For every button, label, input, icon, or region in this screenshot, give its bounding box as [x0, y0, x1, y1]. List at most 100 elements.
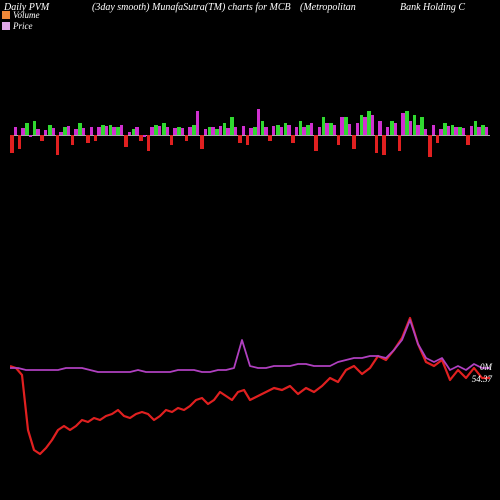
chart-legend: Volume Price: [2, 10, 40, 32]
price-bar: [74, 129, 78, 135]
price-bar: [128, 132, 132, 135]
title-smoothing: (3day smooth) MunafaSutra(TM) charts for…: [92, 2, 291, 13]
price-bar: [454, 127, 458, 135]
price-bar: [462, 128, 466, 135]
price-bar: [204, 129, 208, 135]
price-bar: [112, 127, 116, 135]
line-chart-panel: 0M 54.37: [10, 300, 490, 460]
price-bar: [318, 127, 322, 135]
price-bar: [105, 126, 109, 135]
price-bar: [477, 127, 481, 135]
volume-bar: [238, 135, 242, 143]
price-bar: [401, 113, 405, 135]
price-bar: [470, 126, 474, 135]
volume-bar: [147, 135, 151, 151]
price-bar: [264, 127, 268, 135]
title-company-2: Bank Holding C: [400, 2, 465, 13]
price-bar: [36, 129, 40, 135]
price-axis-label: 54.37: [472, 374, 492, 384]
price-bar: [371, 115, 375, 135]
volume-bar: [40, 135, 44, 141]
price-bar: [135, 127, 139, 135]
price-bar: [158, 126, 162, 135]
price-bar: [310, 123, 314, 135]
price-bar: [333, 125, 337, 135]
legend-volume-swatch: [2, 11, 10, 19]
volume-bar: [382, 135, 386, 155]
price-bar: [287, 125, 291, 135]
price-bar: [409, 121, 413, 135]
volume-bar: [10, 135, 14, 153]
price-bar: [272, 126, 276, 135]
price-bar: [67, 126, 71, 135]
price-bar: [143, 135, 147, 137]
volume-bar: [466, 135, 470, 145]
price-bar: [432, 125, 436, 135]
price-bar: [378, 121, 382, 135]
price-bar: [59, 132, 63, 135]
volume-bar: [56, 135, 60, 155]
chart-container: Daily PVM (3day smooth) MunafaSutra(TM) …: [0, 0, 500, 500]
price-bar: [181, 128, 185, 135]
price-bar: [340, 117, 344, 135]
volume-bar: [170, 135, 174, 145]
volume-bar: [185, 135, 189, 141]
volume-axis-label: 0M: [480, 362, 492, 372]
price-bar: [485, 127, 489, 135]
bar-baseline: [10, 135, 490, 136]
volume-bar: [337, 135, 341, 145]
volume-bar: [71, 135, 75, 145]
price-bar: [234, 127, 238, 135]
price-bar: [14, 127, 18, 135]
price-bar: [90, 127, 94, 135]
volume-bar: [25, 123, 29, 135]
volume-bar: [291, 135, 295, 143]
legend-price-label: Price: [13, 21, 33, 31]
volume-bar: [18, 135, 22, 149]
price-bar: [242, 126, 246, 135]
price-bar: [150, 127, 154, 135]
volume-bar: [436, 135, 440, 143]
volume-bar: [124, 135, 128, 147]
price-bar: [386, 127, 390, 135]
price-bar: [188, 127, 192, 135]
title-company-1: (Metropolitan: [300, 2, 356, 13]
price-bar: [21, 128, 25, 135]
price-bar: [325, 123, 329, 135]
price-line: [10, 318, 490, 454]
line-svg: [10, 300, 490, 460]
volume-bar: [375, 135, 379, 153]
price-bar: [82, 128, 86, 135]
price-bar: [363, 117, 367, 135]
price-bar: [226, 128, 230, 135]
volume-bar: [86, 135, 90, 143]
chart-header: Daily PVM (3day smooth) MunafaSutra(TM) …: [0, 0, 500, 28]
volume-bar: [314, 135, 318, 151]
volume-bar: [398, 135, 402, 151]
price-bar: [348, 124, 352, 135]
legend-volume: Volume: [2, 10, 40, 20]
price-bar: [52, 128, 56, 135]
price-bar: [257, 109, 261, 135]
price-bar: [416, 125, 420, 135]
price-bar: [211, 127, 215, 135]
volume-bar: [246, 135, 250, 145]
price-bar: [249, 128, 253, 135]
price-bar: [447, 126, 451, 135]
legend-price: Price: [2, 21, 40, 31]
legend-price-swatch: [2, 22, 10, 30]
price-bar: [356, 123, 360, 135]
price-bar: [196, 111, 200, 135]
price-bar: [219, 126, 223, 135]
price-bar: [295, 127, 299, 135]
price-bar: [166, 127, 170, 135]
price-bar: [44, 130, 48, 135]
price-bar: [424, 129, 428, 135]
price-bar: [173, 128, 177, 135]
legend-volume-label: Volume: [13, 10, 40, 20]
volume-bar: [428, 135, 432, 157]
volume-bar: [352, 135, 356, 149]
volume-bar: [200, 135, 204, 149]
volume-bar: [94, 135, 98, 141]
price-bar: [97, 127, 101, 135]
